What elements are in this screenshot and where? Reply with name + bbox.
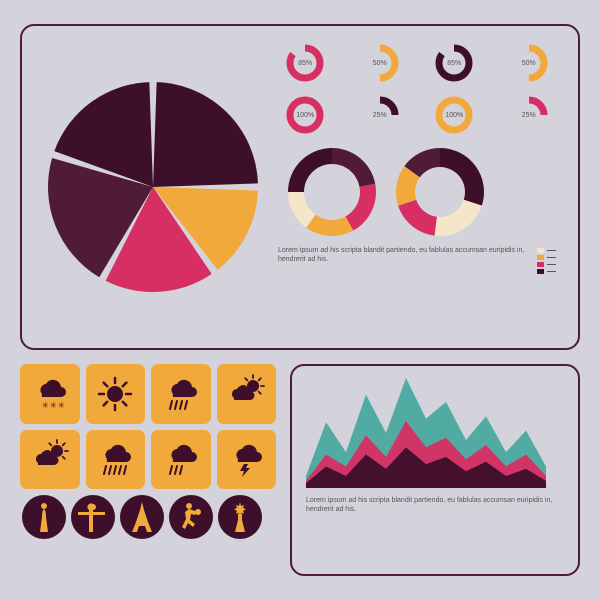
weather-tile-cloud-drizzle	[151, 430, 211, 490]
progress-arc-label: 100%	[272, 112, 339, 119]
infographic-canvas: 85% 50% 85% 50% 100% 25% 100% 25% Lorem ipsum a…	[0, 0, 600, 600]
sun-icon	[95, 374, 135, 414]
christ-redeemer-icon	[78, 500, 108, 534]
weather-tile-cloud-sun	[217, 364, 277, 424]
weather-tile-cloud-lightning	[217, 430, 277, 490]
progress-arc-label: 25%	[496, 112, 563, 119]
progress-arc: 100%	[421, 92, 488, 138]
bottom-panel: Lorem ipsum ad his scripta blandit parti…	[290, 364, 580, 576]
color-legend	[537, 248, 556, 274]
cloud-heavy-rain-icon	[95, 439, 135, 479]
weather-tile-sun-cloud	[20, 430, 80, 490]
progress-arc-label: 85%	[421, 60, 488, 67]
landmark-christ-redeemer	[71, 495, 115, 539]
progress-arc-label: 85%	[272, 60, 339, 67]
landmark-statue-david	[22, 495, 66, 539]
legend-item	[537, 262, 556, 267]
discus-thrower-icon	[176, 500, 206, 534]
svg-text:✳: ✳	[50, 401, 57, 410]
cloud-snow-icon: ✳✳✳	[30, 374, 70, 414]
landmark-icons-row	[20, 495, 276, 539]
eiffel-tower-icon	[127, 500, 157, 534]
weather-tile-cloud-rain	[151, 364, 211, 424]
icons-column: ✳✳✳	[20, 364, 276, 576]
svg-text:✳: ✳	[58, 401, 65, 410]
progress-arc: 25%	[347, 92, 414, 138]
bottom-row: ✳✳✳ Lorem ipsum ad his scripta blandit p…	[20, 364, 580, 576]
cloud-lightning-icon	[226, 439, 266, 479]
top-lorem-text: Lorem ipsum ad his scripta blandit parti…	[278, 246, 527, 265]
weather-icons-grid: ✳✳✳	[20, 364, 276, 489]
landmark-discus-thrower	[169, 495, 213, 539]
progress-arc-label: 25%	[347, 112, 414, 119]
donut-charts-row	[272, 148, 562, 236]
progress-arc: 85%	[272, 40, 339, 86]
progress-arc: 25%	[496, 92, 563, 138]
sun-cloud-icon	[30, 439, 70, 479]
weather-tile-cloud-snow: ✳✳✳	[20, 364, 80, 424]
progress-arc: 50%	[496, 40, 563, 86]
weather-tile-cloud-heavy-rain	[86, 430, 146, 490]
progress-arc: 85%	[421, 40, 488, 86]
progress-arc: 50%	[347, 40, 414, 86]
weather-tile-sun	[86, 364, 146, 424]
cloud-sun-icon	[226, 374, 266, 414]
pie-chart	[38, 40, 268, 334]
statue-liberty-icon	[225, 500, 255, 534]
statue-david-icon	[29, 500, 59, 534]
donut-chart	[396, 148, 484, 236]
top-panel: 85% 50% 85% 50% 100% 25% 100% 25% Lorem ipsum a…	[20, 24, 580, 350]
area-chart	[306, 378, 564, 488]
legend-item	[537, 255, 556, 260]
top-description-block: Lorem ipsum ad his scripta blandit parti…	[272, 246, 562, 274]
progress-arc-label: 50%	[347, 60, 414, 67]
landmark-eiffel-tower	[120, 495, 164, 539]
progress-arc-label: 100%	[421, 112, 488, 119]
progress-arc-label: 50%	[496, 60, 563, 67]
svg-text:✳: ✳	[42, 401, 49, 410]
legend-item	[537, 248, 556, 253]
landmark-statue-liberty	[218, 495, 262, 539]
progress-arcs-grid: 85% 50% 85% 50% 100% 25% 100% 25%	[272, 40, 562, 138]
donut-chart	[288, 148, 376, 236]
cloud-rain-icon	[161, 374, 201, 414]
top-right-column: 85% 50% 85% 50% 100% 25% 100% 25% Lorem ipsum a…	[268, 40, 562, 334]
cloud-drizzle-icon	[161, 439, 201, 479]
progress-arc: 100%	[272, 92, 339, 138]
legend-item	[537, 269, 556, 274]
bottom-lorem-text: Lorem ipsum ad his scripta blandit parti…	[306, 496, 564, 515]
